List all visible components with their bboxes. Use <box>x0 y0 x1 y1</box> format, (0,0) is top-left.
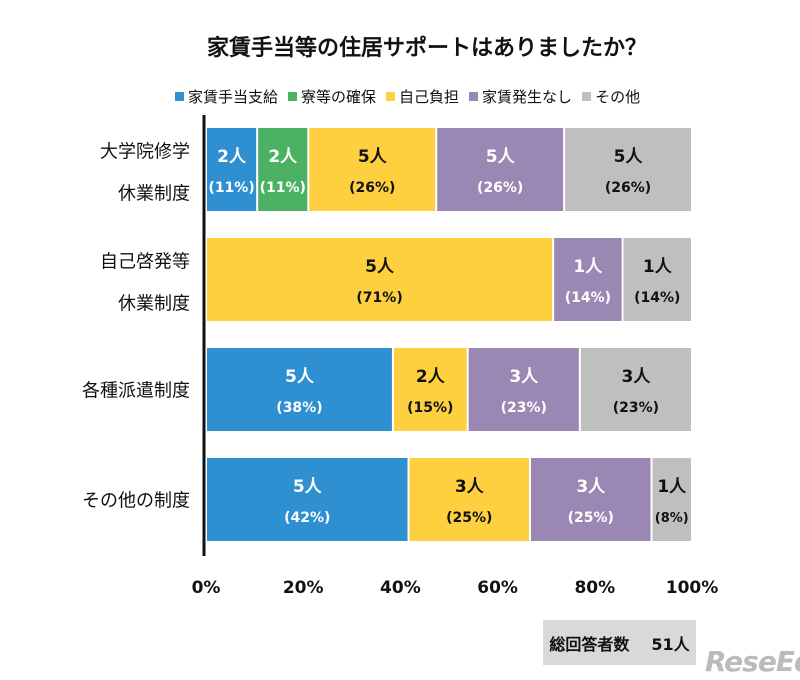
legend-item: 家賃手当支給 <box>175 86 278 107</box>
legend-item: その他 <box>582 86 640 107</box>
data-label-percent: (25%) <box>568 510 614 526</box>
data-label-percent: (11%) <box>208 180 254 196</box>
bar-segment <box>531 458 651 541</box>
data-label-count: 5人 <box>486 147 516 167</box>
legend-swatch <box>582 92 592 101</box>
data-label-percent: (26%) <box>605 180 651 196</box>
logo: ReseEd <box>705 645 800 678</box>
data-label-count: 2人 <box>268 147 298 167</box>
data-label-percent: (23%) <box>613 400 659 416</box>
data-label-count: 3人 <box>622 367 652 387</box>
bar-segment <box>309 128 436 211</box>
total-respondents-box: 総回答者数 51人 <box>543 620 696 665</box>
data-label-count: 3人 <box>455 477 485 497</box>
legend-label: 自己負担 <box>399 88 460 106</box>
bar-segment <box>554 238 622 321</box>
data-label-percent: (42%) <box>284 510 330 526</box>
total-value: 51人 <box>651 634 690 654</box>
category-label: その他の制度 <box>82 491 190 512</box>
bar-segment <box>437 128 564 211</box>
data-label-count: 3人 <box>576 477 606 497</box>
bar-segment <box>409 458 529 541</box>
legend-label: 家賃発生なし <box>482 88 573 106</box>
data-label-count: 5人 <box>358 147 388 167</box>
bar-segment <box>623 238 691 321</box>
x-tick-label: 100% <box>666 578 719 598</box>
legend-item: 家賃発生なし <box>469 86 572 107</box>
legend-swatch <box>469 92 479 101</box>
bar-segment <box>207 458 408 541</box>
data-label-count: 1人 <box>643 257 673 277</box>
category-label: 休業制度 <box>118 294 190 315</box>
data-label-count: 1人 <box>657 477 687 497</box>
legend-label: その他 <box>595 88 641 106</box>
bar-segment <box>258 128 308 211</box>
data-label-percent: (26%) <box>477 180 523 196</box>
legend-swatch <box>386 92 396 101</box>
x-tick-label: 80% <box>574 578 615 598</box>
data-label-percent: (14%) <box>634 290 680 306</box>
category-label: 各種派遣制度 <box>82 381 190 402</box>
data-label-count: 2人 <box>416 367 446 387</box>
x-tick-label: 60% <box>477 578 518 598</box>
data-label-percent: (14%) <box>565 290 611 306</box>
legend-item: 寮等の確保 <box>288 86 376 107</box>
data-label-count: 5人 <box>285 367 315 387</box>
data-label-count: 2人 <box>217 147 247 167</box>
bar-segment <box>207 128 257 211</box>
data-label-percent: (38%) <box>276 400 322 416</box>
data-label-count: 3人 <box>509 367 539 387</box>
bar-segment <box>652 458 691 541</box>
legend: 家賃手当支給 寮等の確保 自己負担 家賃発生なし その他 <box>175 86 640 107</box>
bar-segment <box>207 348 392 431</box>
bar-segment <box>580 348 691 431</box>
bar-segment <box>468 348 579 431</box>
category-label: 休業制度 <box>118 184 190 205</box>
x-tick-label: 40% <box>380 578 421 598</box>
legend-item: 自己負担 <box>386 86 459 107</box>
category-label: 自己啓発等 <box>100 252 190 273</box>
data-label-percent: (15%) <box>407 400 453 416</box>
data-label-count: 5人 <box>365 257 395 277</box>
x-tick-label: 0% <box>192 578 221 598</box>
legend-label: 寮等の確保 <box>301 88 377 106</box>
legend-swatch <box>175 92 184 101</box>
data-label-count: 1人 <box>573 257 603 277</box>
bar-segment <box>393 348 467 431</box>
x-tick-label: 20% <box>283 578 324 598</box>
data-label-percent: (8%) <box>655 511 689 526</box>
bar-segment <box>565 128 691 211</box>
data-label-count: 5人 <box>293 477 323 497</box>
data-label-percent: (71%) <box>356 290 402 306</box>
data-label-count: 5人 <box>614 147 644 167</box>
category-label: 大学院修学 <box>100 142 190 163</box>
data-label-percent: (25%) <box>446 510 492 526</box>
total-label: 総回答者数 <box>549 634 630 654</box>
legend-label: 家賃手当支給 <box>188 88 279 106</box>
data-label-percent: (23%) <box>501 400 547 416</box>
bar-segment <box>207 238 553 321</box>
chart-title: 家賃手当等の住居サポートはありましたか？ <box>206 36 647 61</box>
legend-swatch <box>288 92 298 101</box>
data-label-percent: (26%) <box>349 180 395 196</box>
data-label-percent: (11%) <box>260 180 306 196</box>
